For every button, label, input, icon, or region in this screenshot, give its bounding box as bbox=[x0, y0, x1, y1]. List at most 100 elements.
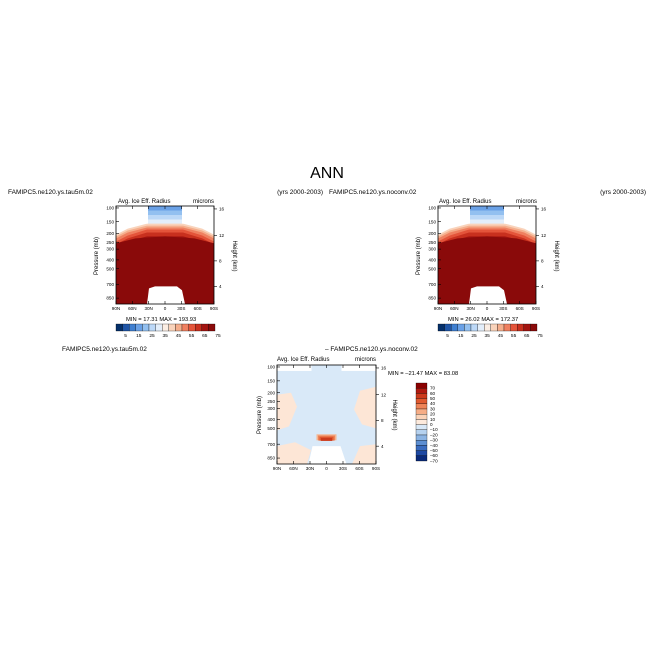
colorbar-label: 30 bbox=[430, 406, 436, 411]
colorbar-swatch bbox=[415, 450, 428, 456]
colorbar-label: 50 bbox=[430, 396, 436, 401]
panel-tau5m: FAMIPC5.ne120.ys.tau5m.02 (yrs 2000-2003… bbox=[8, 189, 323, 339]
field-missing bbox=[277, 365, 312, 371]
colorbar-label: 5 bbox=[446, 333, 449, 339]
colorbar-swatch bbox=[175, 323, 183, 332]
x-tick-label: 60S bbox=[194, 306, 202, 311]
y-tick-label: 100 bbox=[106, 206, 114, 211]
colorbar-swatch bbox=[415, 408, 428, 415]
x-tick-label: 60S bbox=[355, 466, 363, 471]
field-core bbox=[438, 236, 536, 304]
field-missing bbox=[308, 446, 347, 464]
height-tick-label: 4 bbox=[219, 284, 222, 289]
colorbar-swatch bbox=[415, 455, 428, 462]
field-cap-band bbox=[148, 210, 182, 216]
y-tick-label: 400 bbox=[428, 258, 436, 263]
x-tick-label: 30S bbox=[177, 306, 185, 311]
panel-y2label: Height (km) bbox=[391, 399, 397, 430]
x-tick-label: 60S bbox=[516, 306, 524, 311]
y-tick-label: 100 bbox=[428, 206, 436, 211]
panel-variable: Avg. Ice Eff. Radius bbox=[118, 199, 170, 205]
colorbar-swatch bbox=[503, 323, 511, 332]
colorbar-swatch bbox=[415, 445, 428, 451]
panel-case-name: FAMIPC5.ne120.ys.tau5m.02 bbox=[62, 346, 147, 353]
panel-y2label: Height (km) bbox=[231, 240, 237, 271]
colorbar-swatch bbox=[415, 382, 428, 389]
panel-diff-case: – FAMIPC5.ne120.ys.noconv.02 bbox=[325, 346, 418, 353]
panel-noconv: FAMIPC5.ne120.ys.noconv.02 (yrs 2000-200… bbox=[329, 189, 646, 339]
panel-y2label: Height (km) bbox=[553, 240, 559, 271]
x-tick-label: 90N bbox=[112, 306, 120, 311]
panel-units: microns bbox=[516, 199, 537, 205]
colorbar-label: 15 bbox=[458, 333, 464, 339]
height-tick-label: 12 bbox=[219, 233, 225, 238]
x-tick-label: 90S bbox=[210, 306, 218, 311]
x-tick-label: 0 bbox=[325, 466, 328, 471]
field-missing bbox=[116, 206, 148, 224]
y-tick-label: 400 bbox=[106, 258, 114, 263]
colorbar-label: 45 bbox=[176, 333, 182, 339]
colorbar-swatch bbox=[415, 414, 428, 420]
colorbar-label: 35 bbox=[485, 333, 491, 339]
colorbar-swatch bbox=[415, 393, 428, 399]
colorbar-label: –60 bbox=[430, 453, 438, 458]
x-tick-label: 60N bbox=[289, 466, 297, 471]
colorbar-swatch bbox=[135, 323, 143, 332]
y-tick-label: 250 bbox=[106, 240, 114, 245]
colorbar-swatch bbox=[457, 323, 465, 332]
y-tick-label: 500 bbox=[106, 266, 114, 271]
x-tick-label: 30S bbox=[499, 306, 507, 311]
colorbar-label: 25 bbox=[149, 333, 155, 339]
y-tick-label: 150 bbox=[428, 219, 436, 224]
colorbar-label: –10 bbox=[430, 427, 438, 432]
x-tick-label: 0 bbox=[164, 306, 167, 311]
x-tick-label: 30N bbox=[306, 466, 314, 471]
panel-ylabel: Pressure (mb) bbox=[257, 396, 263, 434]
colorbar-swatch bbox=[415, 429, 428, 436]
field-cap-band bbox=[470, 219, 504, 225]
panel-stats: MIN = 26.02 MAX = 172.37 bbox=[448, 317, 518, 323]
colorbar-label: 25 bbox=[471, 333, 477, 339]
y-tick-label: 300 bbox=[428, 247, 436, 252]
x-tick-label: 60N bbox=[128, 306, 136, 311]
colorbar-swatch bbox=[517, 323, 524, 332]
colorbar-swatch bbox=[188, 323, 196, 332]
x-tick-label: 0 bbox=[486, 306, 489, 311]
colorbar-label: 40 bbox=[430, 401, 436, 406]
field-missing bbox=[341, 365, 376, 371]
colorbar-swatch bbox=[497, 323, 505, 332]
diff-positive-patch bbox=[354, 386, 376, 429]
field-missing bbox=[182, 206, 214, 224]
x-tick-label: 30N bbox=[466, 306, 474, 311]
field-cap-band bbox=[148, 219, 182, 225]
y-tick-label: 200 bbox=[428, 231, 436, 236]
figure-title: ANN bbox=[310, 165, 344, 182]
x-tick-label: 90S bbox=[532, 306, 540, 311]
y-tick-label: 300 bbox=[106, 247, 114, 252]
colorbar-swatch bbox=[490, 323, 498, 332]
colorbar-swatch bbox=[477, 323, 485, 332]
colorbar-swatch bbox=[437, 323, 445, 332]
height-tick-label: 8 bbox=[381, 418, 384, 423]
panel-units: microns bbox=[355, 357, 376, 363]
colorbar-label: 10 bbox=[430, 417, 436, 422]
height-tick-label: 16 bbox=[381, 366, 387, 371]
colorbar-label: 70 bbox=[430, 386, 436, 391]
height-tick-label: 4 bbox=[541, 284, 544, 289]
colorbar-swatch bbox=[464, 323, 472, 332]
y-tick-label: 200 bbox=[267, 390, 275, 395]
diff-hotspot bbox=[321, 437, 332, 441]
panel-variable: Avg. Ice Eff. Radius bbox=[277, 357, 329, 363]
field-missing bbox=[147, 286, 185, 304]
colorbar-swatch bbox=[523, 323, 531, 332]
y-tick-label: 250 bbox=[428, 240, 436, 245]
colorbar-swatch bbox=[181, 323, 189, 332]
field-missing bbox=[469, 286, 507, 304]
y-tick-label: 850 bbox=[428, 296, 436, 301]
y-tick-label: 700 bbox=[106, 282, 114, 287]
panel-stats: MIN = –21.47 MAX = 83.08 bbox=[388, 371, 458, 377]
colorbar-swatch bbox=[415, 403, 428, 410]
diff-positive-patch bbox=[352, 444, 376, 464]
colorbar-label: 5 bbox=[124, 333, 127, 339]
colorbar-swatch bbox=[415, 440, 428, 446]
